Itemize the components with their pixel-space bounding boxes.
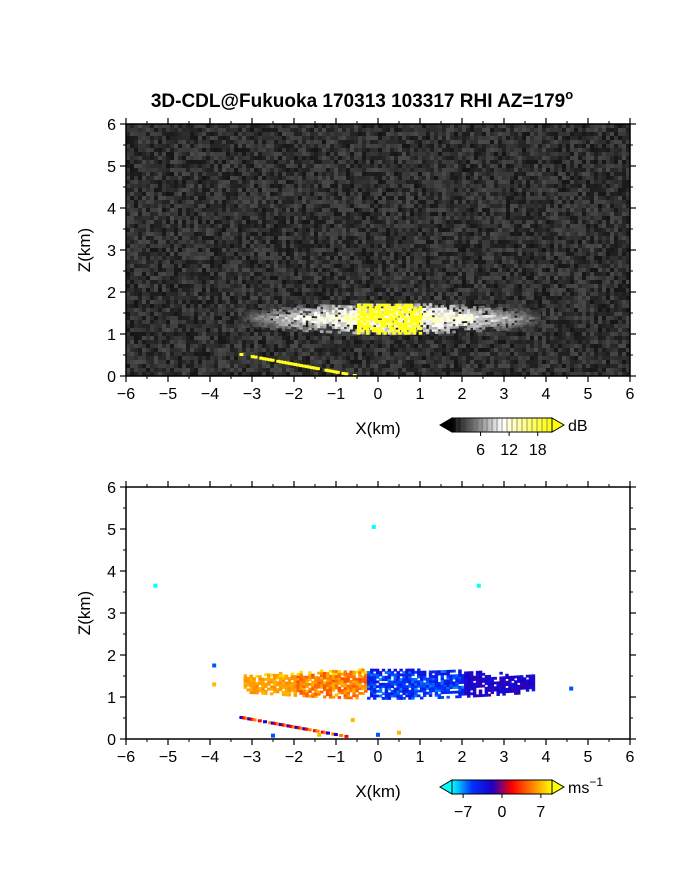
colorbar-tick-label: 12 (500, 442, 518, 459)
axis-ticks: −6 −5 −4 −3 −2 −1 0 1 2 3 4 5 6 0 1 2 3 4 5 6 (107, 480, 636, 766)
colorbar-tick-label: 0 (498, 804, 507, 821)
x-tick-label: 5 (584, 749, 593, 766)
colorbar-min-arrow (439, 779, 453, 795)
colorbar: 6 12 18 dB (439, 417, 588, 459)
colorbar-tick-label: 18 (529, 442, 547, 459)
x-tick-label: −1 (327, 386, 345, 403)
heatmap-field (126, 124, 630, 376)
feature-line (239, 716, 349, 738)
colorbar-min-arrow (439, 417, 453, 433)
x-tick-label: −4 (201, 386, 219, 403)
x-tick-label: 4 (542, 749, 551, 766)
y-tick-label: 5 (107, 522, 116, 539)
colorbar-tick-label: −7 (454, 804, 472, 821)
y-tick-label: 6 (107, 117, 116, 134)
colorbar-unit: ms−1 (568, 775, 603, 797)
x-tick-label: −4 (201, 749, 219, 766)
x-axis-label: X(km) (355, 419, 400, 438)
y-tick-label: 3 (107, 606, 116, 623)
colorbar-max-arrow (551, 417, 565, 433)
x-tick-label: −5 (159, 749, 177, 766)
colorbar-tick-label: 7 (536, 804, 545, 821)
x-tick-label: −5 (159, 386, 177, 403)
y-tick-label: 1 (107, 690, 116, 707)
velocity-panel: −6 −5 −4 −3 −2 −1 0 1 2 3 4 5 6 0 1 2 3 4 5 6 X(km) Z(km) −7 0 7… (75, 480, 636, 821)
x-tick-label: −6 (117, 386, 135, 403)
y-tick-label: 0 (107, 732, 116, 749)
feature-line (239, 353, 357, 376)
x-tick-label: 0 (374, 386, 383, 403)
y-tick-label: 3 (107, 243, 116, 260)
x-tick-label: 2 (458, 386, 467, 403)
colorbar: −7 0 7 ms−1 (439, 775, 603, 821)
x-tick-label: 4 (542, 386, 551, 403)
axis-ticks: −6 −5 −4 −3 −2 −1 0 1 2 3 4 5 6 0 1 2 3 4 5 6 (107, 117, 636, 403)
x-tick-label: 5 (584, 386, 593, 403)
feature-layer (243, 668, 536, 700)
y-tick-label: 2 (107, 285, 116, 302)
y-tick-label: 4 (107, 564, 116, 581)
chart-title-text: 3D-CDL@Fukuoka 170313 103317 RHI AZ=179 (151, 91, 565, 112)
colorbar-max-arrow (551, 779, 565, 795)
x-tick-label: −3 (243, 749, 261, 766)
y-tick-label: 1 (107, 327, 116, 344)
x-tick-label: −3 (243, 386, 261, 403)
y-tick-label: 2 (107, 648, 116, 665)
chart-title-degree: o (565, 87, 573, 102)
heatmap-field (126, 487, 630, 739)
colorbar-gradient (451, 779, 553, 795)
y-axis-label: Z(km) (75, 228, 94, 272)
x-tick-label: 1 (416, 749, 425, 766)
x-tick-label: 1 (416, 386, 425, 403)
y-tick-label: 0 (107, 369, 116, 386)
x-tick-label: −1 (327, 749, 345, 766)
y-tick-label: 6 (107, 480, 116, 497)
y-tick-label: 5 (107, 159, 116, 176)
feature-points (153, 524, 574, 738)
colorbar-unit: dB (568, 418, 588, 435)
x-tick-label: −2 (285, 749, 303, 766)
x-tick-label: 3 (500, 386, 509, 403)
y-tick-label: 4 (107, 201, 116, 218)
x-tick-label: 6 (626, 386, 635, 403)
x-axis-label: X(km) (355, 782, 400, 801)
x-tick-label: −2 (285, 386, 303, 403)
y-axis-label: Z(km) (75, 591, 94, 635)
x-tick-label: 2 (458, 749, 467, 766)
x-tick-label: −6 (117, 749, 135, 766)
chart-title: 3D-CDL@Fukuoka 170313 103317 RHI AZ=179o (151, 87, 573, 112)
colorbar-tick-label: 6 (476, 442, 485, 459)
x-tick-label: 0 (374, 749, 383, 766)
x-tick-label: 3 (500, 749, 509, 766)
feature-core (357, 303, 423, 335)
x-tick-label: 6 (626, 749, 635, 766)
